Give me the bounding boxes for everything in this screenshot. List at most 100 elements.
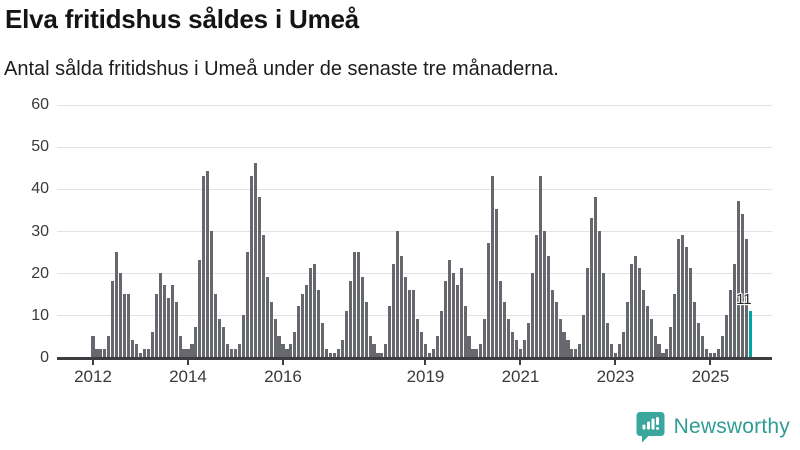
y-axis-label: 10 — [31, 306, 49, 324]
bar — [182, 348, 186, 357]
highlighted-bar — [748, 310, 752, 357]
bar — [237, 344, 241, 357]
bar — [226, 344, 230, 357]
bar — [324, 348, 329, 357]
bar — [685, 247, 689, 357]
bar — [546, 255, 550, 357]
gridline — [57, 188, 772, 190]
bar — [578, 344, 582, 357]
bar — [210, 230, 214, 357]
bar — [289, 344, 293, 357]
bar — [479, 344, 483, 357]
bar — [245, 251, 249, 357]
bar — [693, 302, 697, 357]
bar — [487, 243, 491, 357]
bar — [629, 264, 633, 357]
bar — [728, 289, 732, 357]
bar — [491, 175, 495, 357]
bar — [637, 268, 641, 357]
x-axis-label: 2012 — [74, 367, 112, 386]
y-axis-label: 0 — [40, 349, 49, 366]
bar — [720, 335, 724, 357]
bar — [134, 344, 139, 357]
bar — [257, 196, 261, 357]
bar — [305, 285, 309, 357]
x-axis-label: 2021 — [501, 367, 540, 386]
bar — [297, 306, 301, 357]
bar — [661, 352, 665, 357]
x-axis-tick — [186, 358, 189, 365]
bar — [309, 268, 313, 357]
bar — [507, 319, 511, 357]
bar — [352, 251, 356, 357]
x-axis-tick — [519, 358, 522, 365]
bar — [562, 331, 566, 357]
bar — [511, 331, 515, 357]
bar — [451, 272, 455, 357]
bar — [538, 175, 542, 357]
bar — [609, 344, 614, 357]
y-axis-label: 30 — [31, 222, 49, 240]
bar — [218, 319, 222, 357]
bar — [190, 344, 194, 357]
bar — [166, 297, 170, 357]
bar — [332, 352, 336, 357]
bar — [95, 348, 99, 357]
bar — [186, 348, 190, 357]
bar — [103, 348, 107, 357]
bar — [740, 213, 744, 357]
bar — [416, 319, 420, 357]
bar — [356, 251, 360, 357]
bar — [368, 335, 372, 357]
bar — [570, 348, 574, 357]
bar — [174, 302, 178, 357]
bar — [669, 327, 673, 357]
bar — [681, 234, 685, 357]
newsworthy-logo-icon — [636, 411, 665, 443]
x-axis-tick — [424, 358, 427, 365]
bar — [265, 276, 269, 357]
gridline — [57, 104, 772, 106]
bar — [241, 314, 245, 357]
bar — [408, 289, 412, 357]
bar — [392, 264, 396, 357]
bar — [602, 272, 606, 357]
bar — [111, 281, 115, 357]
bar — [281, 344, 285, 357]
bar — [518, 348, 523, 357]
bar — [641, 289, 645, 357]
bar — [554, 302, 558, 357]
bar — [435, 335, 439, 357]
x-axis-label: 2023 — [596, 367, 635, 386]
bar — [736, 200, 740, 357]
bar — [107, 335, 111, 357]
y-axis-label: 50 — [31, 138, 49, 156]
bar — [404, 276, 408, 357]
bar — [384, 344, 388, 357]
bar — [285, 348, 289, 357]
bar — [170, 285, 174, 357]
gridline — [57, 273, 772, 275]
bar — [645, 306, 649, 357]
bar — [586, 268, 590, 357]
bar — [336, 348, 340, 357]
bar — [146, 348, 150, 357]
bar — [427, 352, 431, 357]
bar — [708, 352, 713, 357]
bar — [503, 302, 507, 357]
bar — [744, 238, 748, 357]
bar — [273, 319, 277, 357]
bar — [400, 255, 404, 357]
bar — [566, 340, 570, 357]
bar — [598, 230, 602, 357]
bar — [625, 302, 629, 357]
bar — [526, 323, 530, 357]
plot-area: 0 10 20 30 40 50 60 2012 2014 2016 2019 2021 2023 202… — [31, 96, 772, 386]
bar — [301, 293, 305, 357]
bar — [574, 348, 578, 357]
bar — [732, 264, 736, 357]
chart-title: Elva fritidshus såldes i Umeå — [5, 4, 360, 34]
bar — [396, 230, 400, 357]
bar — [459, 268, 463, 357]
bar — [495, 209, 499, 357]
